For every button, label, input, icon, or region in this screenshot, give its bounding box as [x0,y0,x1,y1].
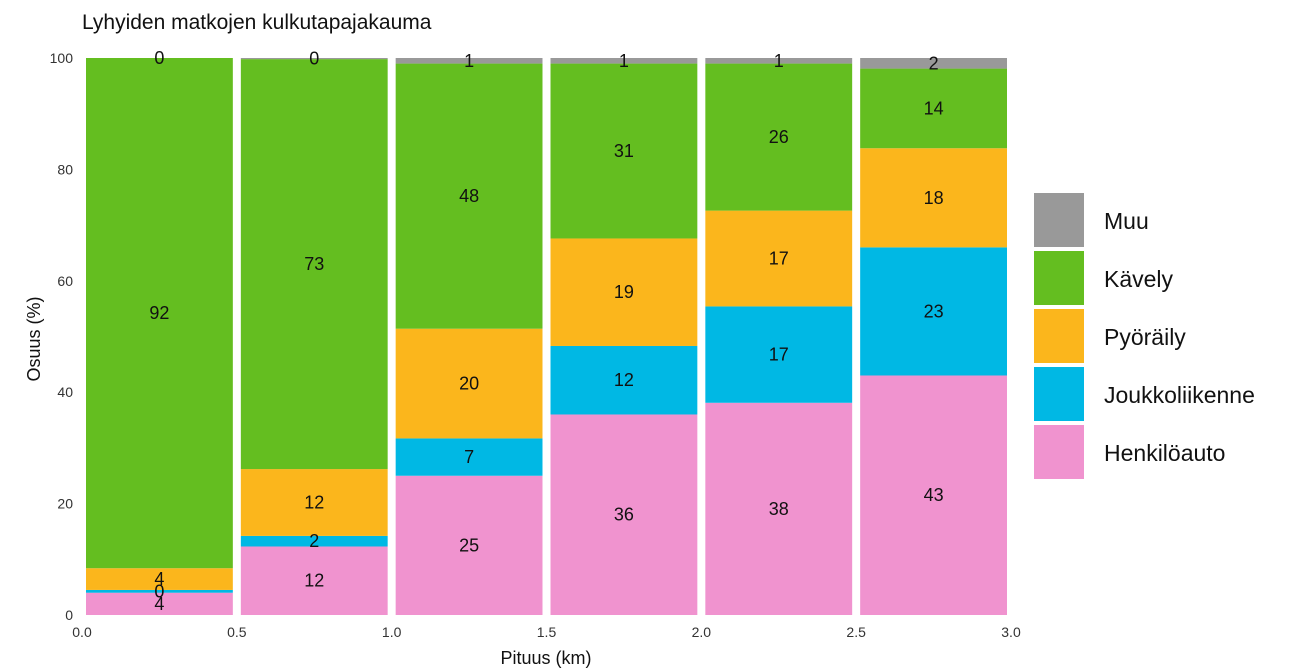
bar-segment-kavely-3 [550,63,698,239]
segment-labels-group: 4049201221273025720481361219311381717261… [149,48,943,614]
data-label-henkiloauto-1: 12 [304,571,324,591]
x-axis-ticks: 0.0 0.5 1.0 1.5 2.0 2.5 3.0 [72,624,1021,640]
bar-segment-joukkoliikenne-0 [86,589,233,593]
data-label-kavely-1: 73 [304,254,324,274]
bar-segment-kavely-5 [860,68,1007,149]
x-tick-label: 1.5 [537,624,557,640]
y-tick-label: 100 [50,50,74,66]
x-tick-label: 3.0 [1001,624,1021,640]
data-label-muu-0: 0 [154,48,164,68]
bar-segment-henkiloauto-4 [705,402,853,615]
bar-segment-pyoraily-0 [86,568,233,590]
legend-label-kavely: Kävely [1104,266,1174,292]
x-tick-label: 2.0 [692,624,712,640]
bar-segment-muu-3 [550,58,698,64]
legend-swatch-henkiloauto [1034,425,1084,479]
bar-segment-henkiloauto-3 [550,414,698,615]
bar-segment-kavely-2 [395,63,543,329]
data-label-joukkoliikenne-2: 7 [464,447,474,467]
legend-label-muu: Muu [1104,208,1149,234]
x-tick-label: 1.0 [382,624,402,640]
bar-segment-kavely-4 [705,63,853,211]
data-label-pyoraily-1: 12 [304,492,324,512]
bar-segment-henkiloauto-5 [860,375,1007,615]
data-label-joukkoliikenne-0: 0 [154,581,164,601]
data-label-kavely-3: 31 [614,141,634,161]
data-label-joukkoliikenne-5: 23 [924,301,944,321]
bar-segment-joukkoliikenne-2 [395,438,543,476]
legend-label-pyoraily: Pyöräily [1104,324,1186,350]
data-label-pyoraily-4: 17 [769,249,789,269]
data-label-kavely-0: 92 [149,303,169,323]
data-label-muu-3: 1 [619,51,629,71]
y-tick-label: 80 [57,161,73,177]
bar-segment-joukkoliikenne-3 [550,345,698,415]
legend-label-joukkoliikenne: Joukkoliikenne [1104,382,1255,408]
data-label-kavely-4: 26 [769,127,789,147]
data-label-joukkoliikenne-4: 17 [769,345,789,365]
data-label-muu-4: 1 [774,51,784,71]
y-axis-ticks: 0 20 40 60 80 100 [50,50,74,623]
bar-segment-muu-4 [705,58,853,64]
bar-segment-henkiloauto-2 [395,475,543,615]
bar-segment-joukkoliikenne-4 [705,306,853,403]
y-axis-title: Osuus (%) [24,296,44,381]
x-tick-label: 0.0 [72,624,92,640]
legend-swatch-pyoraily [1034,309,1084,363]
data-label-pyoraily-2: 20 [459,374,479,394]
legend-swatch-joukkoliikenne [1034,367,1084,421]
bar-segment-muu-1 [240,58,388,60]
legend-swatch-kavely [1034,251,1084,305]
bar-segment-henkiloauto-0 [86,592,233,615]
bar-segment-joukkoliikenne-5 [860,247,1007,376]
chart-title: Lyhyiden matkojen kulkutapajakauma [82,11,432,34]
y-tick-label: 60 [57,273,73,289]
data-label-muu-5: 2 [929,53,939,73]
data-label-kavely-5: 14 [924,98,944,118]
data-label-joukkoliikenne-1: 2 [309,531,319,551]
bar-segment-pyoraily-5 [860,148,1007,248]
data-label-muu-1: 0 [309,49,319,69]
legend-label-henkiloauto: Henkilöauto [1104,440,1225,466]
bar-segment-muu-5 [860,58,1007,69]
data-label-henkiloauto-0: 4 [154,594,164,614]
bar-segment-pyoraily-1 [240,469,388,536]
x-tick-label: 0.5 [227,624,247,640]
y-tick-label: 40 [57,384,73,400]
data-label-muu-2: 1 [464,51,474,71]
bar-segment-pyoraily-2 [395,328,543,439]
data-label-kavely-2: 48 [459,186,479,206]
bar-segment-pyoraily-4 [705,210,853,307]
y-tick-label: 0 [65,607,73,623]
y-tick-label: 20 [57,496,73,512]
legend-swatch-muu [1034,193,1084,247]
data-label-joukkoliikenne-3: 12 [614,370,634,390]
data-label-henkiloauto-5: 43 [924,485,944,505]
bar-segment-pyoraily-3 [550,238,698,346]
data-label-henkiloauto-3: 36 [614,505,634,525]
data-label-henkiloauto-4: 38 [769,499,789,519]
data-label-pyoraily-3: 19 [614,282,634,302]
bar-segment-henkiloauto-1 [240,546,388,615]
data-label-pyoraily-5: 18 [924,188,944,208]
data-label-henkiloauto-2: 25 [459,535,479,555]
bar-segment-kavely-1 [240,59,388,470]
bar-segment-joukkoliikenne-1 [240,535,388,547]
bar-segment-muu-2 [395,58,543,64]
x-axis-title: Pituus (km) [500,648,591,668]
bar-segment-kavely-0 [86,58,233,569]
x-tick-label: 2.5 [846,624,866,640]
bars-group [86,58,1007,615]
legend: Muu Kävely Pyöräily Joukkoliikenne Henkilöau… [1034,193,1255,479]
data-label-pyoraily-0: 4 [154,569,164,589]
